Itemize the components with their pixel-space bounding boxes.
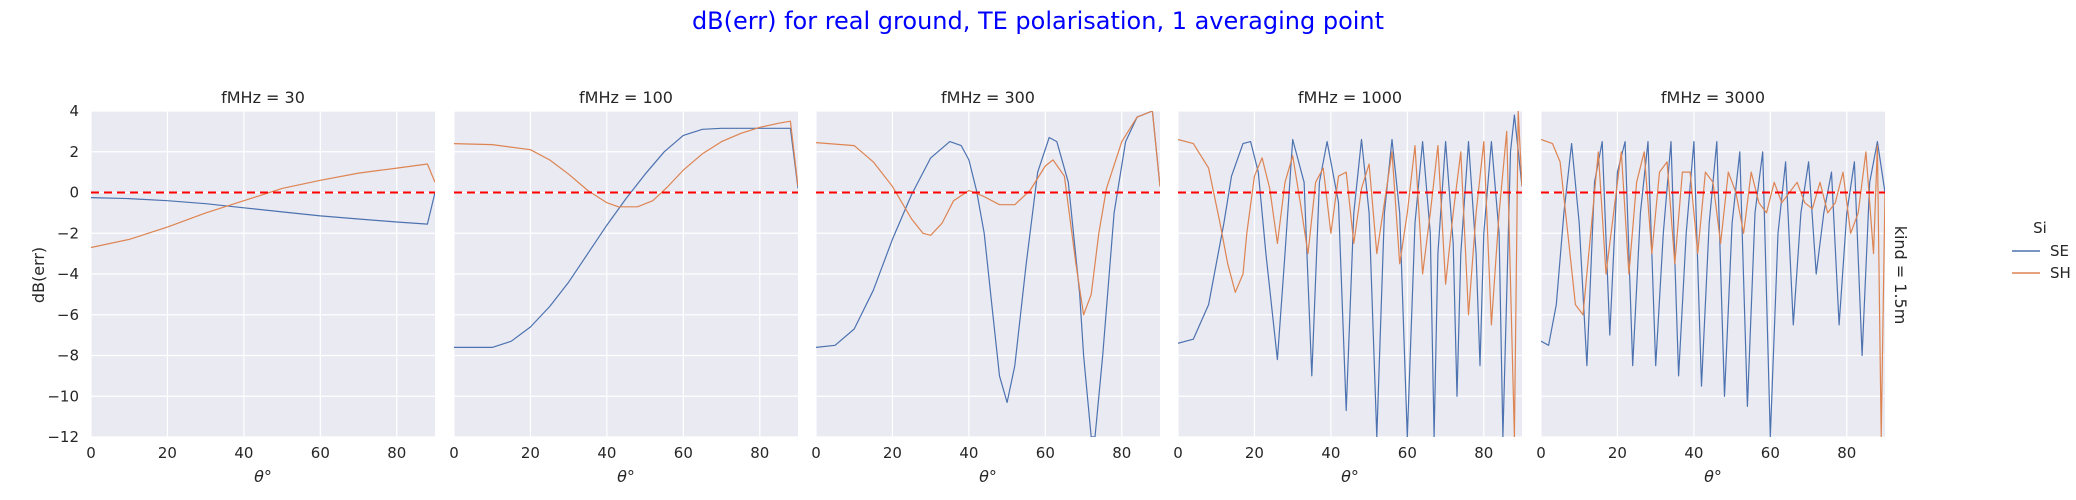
series-line-sh [1541,138,1885,437]
x-tick-label: 20 [521,444,540,462]
series-line-se [91,192,435,225]
x-tick-label: 60 [1761,444,1780,462]
panel-title: fMHz = 100 [579,88,673,107]
x-tick-label: 0 [449,444,459,462]
legend-entry: SH [2012,264,2071,282]
facet-panel: fMHz = 100 0 20 40 60 80 θ° [449,88,798,486]
y-tick-label: −6 [57,306,79,324]
x-axis-label: θ° [617,467,635,486]
legend-label: SH [2050,264,2071,282]
x-tick-label: 60 [1398,444,1417,462]
x-tick-label: 40 [234,444,253,462]
y-tick-label: 0 [69,184,79,202]
x-tick-label: 40 [1684,444,1703,462]
facet-panel: fMHz = 3000 0 20 40 60 80 θ° [1536,88,1885,486]
x-tick-label: 0 [86,444,96,462]
y-tick-label: −10 [47,387,79,405]
x-tick-label: 60 [311,444,330,462]
series-line-sh [816,111,1160,316]
legend-label: SE [2050,242,2069,260]
facet-panel: fMHz = 1000 0 20 40 60 80 θ° [1173,88,1522,486]
x-axis-label: θ° [1704,467,1722,486]
x-tick-label: 20 [883,444,902,462]
x-tick-label: 80 [1474,444,1493,462]
x-tick-label: 0 [1173,444,1183,462]
row-label: kind = 1.5m [1891,226,1910,325]
y-tick-label: 4 [69,102,79,120]
x-tick-label: 60 [674,444,693,462]
legend-title: Si [2033,219,2047,237]
y-tick-label: −8 [57,347,79,365]
panel-title: fMHz = 3000 [1661,88,1765,107]
series-line-sh [454,120,798,208]
x-tick-label: 40 [959,444,978,462]
x-tick-label: 20 [158,444,177,462]
facet-panel: fMHz = 300 0 20 40 60 80 θ° [811,88,1160,486]
series-line-sh [1178,111,1522,437]
y-tick-label: −2 [57,224,79,242]
legend: Si SE SH [2012,219,2071,282]
x-axis-label: θ° [1341,467,1359,486]
panel-title: fMHz = 30 [221,88,305,107]
x-tick-label: 80 [1112,444,1131,462]
panel-title: fMHz = 300 [941,88,1035,107]
y-tick-label: −4 [57,265,79,283]
x-tick-label: 80 [750,444,769,462]
panel-title: fMHz = 1000 [1298,88,1402,107]
y-tick-label: −12 [47,428,79,446]
x-tick-label: 40 [597,444,616,462]
x-tick-label: 0 [811,444,821,462]
x-tick-label: 80 [1837,444,1856,462]
x-tick-label: 60 [1036,444,1055,462]
facet-panel: fMHz = 300 20 40 60 80θ°420−2−4−6−8−10−12 [47,88,435,486]
y-axis-label: dB(err) [29,247,48,303]
x-tick-label: 80 [387,444,406,462]
x-axis-label: θ° [254,467,272,486]
series-line-se [454,127,798,348]
x-tick-label: 20 [1245,444,1264,462]
x-tick-label: 40 [1321,444,1340,462]
series-line-se [816,111,1160,437]
x-axis-label: θ° [979,467,997,486]
series-line-sh [91,163,435,249]
y-tick-label: 2 [69,143,79,161]
x-tick-label: 0 [1536,444,1546,462]
x-tick-label: 20 [1608,444,1627,462]
chart-title: dB(err) for real ground, TE polarisation… [692,7,1384,35]
legend-entry: SE [2012,242,2069,260]
facet-grid: fMHz = 300 20 40 60 80θ°420−2−4−6−8−10−12fMH… [47,88,1885,486]
